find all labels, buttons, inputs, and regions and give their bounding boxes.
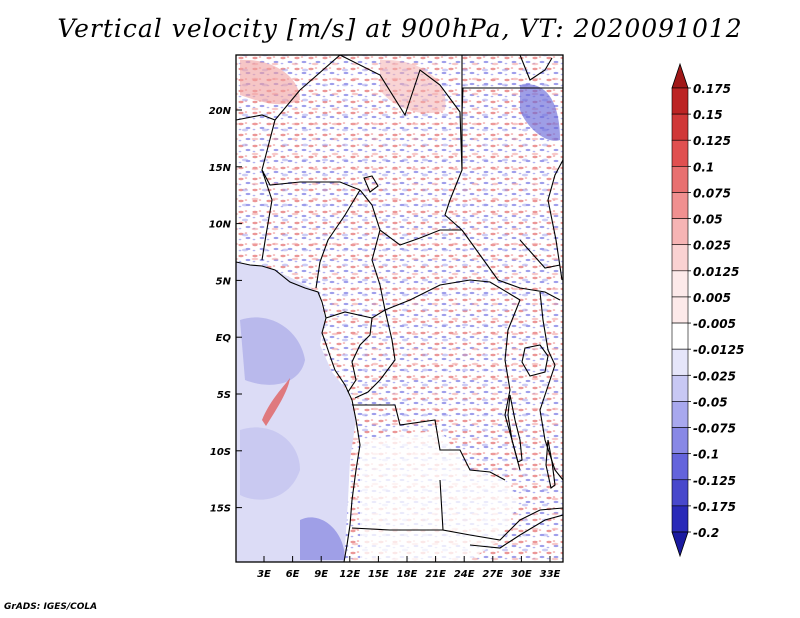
border-chad-sudan [444,112,463,231]
grads-credit: GrADS: IGES/COLA [4,602,98,612]
ocean-blue-patch [240,317,305,385]
colorbar-segment [671,87,689,115]
colorbar-label: 0.1 [693,160,714,174]
ocean-blue-patch [240,427,300,500]
lat-label: 10N [209,220,232,231]
border-angola-namibia [351,527,443,531]
lon-label: 27E [482,569,503,580]
colorbar-label: 0.05 [693,213,723,227]
colorbar-segment [671,427,689,454]
colorbar-bottom-arrow [671,531,689,558]
lon-label: 6E [286,569,300,580]
border-drc-angola [352,404,506,481]
lat-label: 20N [209,106,232,117]
colorbar-segment [671,192,689,219]
colorbar-label: -0.1 [693,448,719,462]
border-cameroon-car [371,229,386,319]
colorbar-label: -0.025 [693,369,736,383]
border-niger-algeria [236,114,276,121]
colorbar-label: 0.025 [693,239,731,253]
border-nigeria-cameroon [315,189,361,289]
lon-label: 24E [454,569,475,580]
colorbar: 0.175 0.15 0.125 0.1 0.075 0.05 0.025 0.0125 0.0… [671,62,744,558]
colorbar-label: -0.05 [693,395,728,409]
border-chad-libya [339,55,463,171]
lake-victoria [521,344,549,377]
colorbar-top-arrow [671,62,689,89]
west-africa-coastline [236,261,361,562]
lon-label: 21E [425,569,446,580]
border-tanzania [539,364,563,481]
colorbar-segment [671,374,689,402]
lon-label: 12E [339,569,360,580]
red-sea-coast [519,55,553,81]
latitude-axis: 20N 15N 10N 5N EQ 5S 10S 15S [209,106,242,515]
colorbar-label: -0.005 [693,317,736,331]
colorbar-label: -0.125 [693,474,736,488]
border-car-drc [384,279,521,311]
colorbar-segment [671,348,689,376]
colorbar-label: 0.175 [693,82,731,96]
colorbar-segment [671,113,689,141]
sudan-blue-patch [520,84,560,141]
border-congo-gabon [347,317,373,393]
colorbar-segment [671,270,689,298]
colorbar-label: 0.075 [693,186,731,200]
lake-chad [363,175,379,193]
lake-tanganyika [507,394,523,463]
border-libya-chad [299,55,341,91]
colorbar-segment [671,166,689,193]
colorbar-label: 0.125 [693,134,731,148]
colorbar-label: 0.15 [693,108,723,122]
lat-label: 5S [217,390,231,401]
colorbar-segment [671,139,689,167]
colorbar-label: -0.175 [693,500,736,514]
colorbar-label: 0.005 [693,291,731,305]
lat-label: EQ [216,333,232,344]
lon-label: 18E [397,569,418,580]
map-panel [236,55,563,562]
sahara-red-patch [240,59,300,105]
colorbar-segment [671,479,689,507]
border-congo-drc [354,309,396,399]
longitude-axis: 3E 6E 9E 12E 15E 18E 21E 24E 27E 30E 33E [257,556,561,580]
chart-title: Vertical velocity [m/s] at 900hPa, VT: 2… [57,14,743,43]
lon-label: 33E [540,569,561,580]
colorbar-segment [671,296,689,324]
borders [236,55,563,562]
ocean-blue-patch [300,517,345,560]
southern-smooth-field [360,430,520,560]
border-chad-car [359,189,462,246]
lon-label: 15E [368,569,389,580]
lon-label: 30E [511,569,532,580]
lon-label: 3E [257,569,271,580]
map-frame [235,54,564,563]
border-cameroon-gabon [325,311,373,319]
east-africa-coast [547,159,563,281]
lat-label: 15N [209,163,232,174]
colorbar-segment [671,401,689,428]
lat-label: 10S [210,447,231,458]
lake-malawi [545,439,556,489]
sahara-blue-patch [380,59,446,114]
colorbar-label: -0.0125 [693,343,744,357]
lat-label: 5N [216,276,232,287]
zambezi-border [469,514,563,549]
colorbar-segment [671,322,689,350]
colorbar-label: -0.2 [693,526,719,540]
colorbar-label: -0.075 [693,422,736,436]
border-south-sudan [461,229,561,301]
border-nigeria-niger [261,169,273,261]
colorbar-label: 0.0125 [693,265,739,279]
colorbar-segment [671,244,689,272]
lat-label: 15S [210,504,231,515]
colorbar-segment [671,218,689,246]
border-uganda-kenya [539,291,556,366]
border-sudan-east [519,239,561,269]
lon-label: 9E [314,569,328,580]
ocean-red-streak [262,378,290,426]
colorbar-segment [671,505,689,533]
colorbar-segment [671,453,689,481]
